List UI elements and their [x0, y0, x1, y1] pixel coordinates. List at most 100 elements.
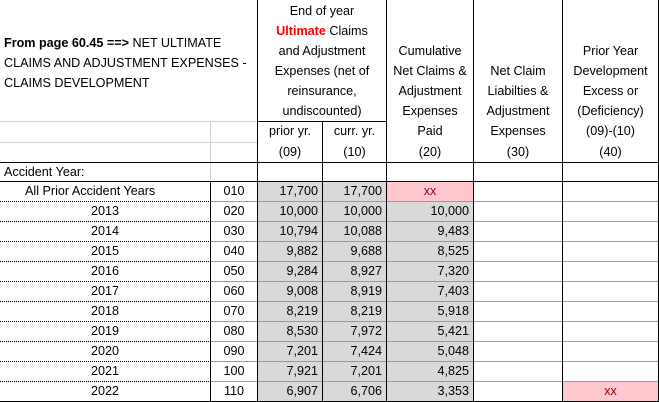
- row-separator: [0, 361, 211, 362]
- net-claim-liabilities: [474, 202, 562, 221]
- grid-line: [210, 342, 211, 362]
- header-net-claim-liabilities: Net Claim Liabilties & Adjustment Expens…: [474, 61, 562, 141]
- code-40: (40): [599, 145, 622, 159]
- net-claim-liabilities: [474, 322, 562, 341]
- row-separator: [211, 201, 659, 202]
- grid-line: [0, 121, 258, 122]
- row-separator: [0, 301, 211, 302]
- subheader-prior-year: prior yr.: [269, 124, 311, 138]
- row-label: 2013: [90, 204, 120, 218]
- prior-year-development: [563, 262, 658, 281]
- current-year-ultimate: 8,219: [323, 302, 386, 321]
- grid-line: [210, 121, 211, 162]
- code-10: (10): [343, 145, 366, 159]
- net-claim-liabilities: [474, 302, 562, 321]
- code-09: (09): [278, 145, 302, 159]
- row-separator: [0, 221, 211, 222]
- cumulative-paid: 5,421: [387, 322, 473, 341]
- row-label: 2017: [90, 284, 120, 298]
- prior-year-development: [563, 222, 658, 241]
- row-separator: [211, 221, 659, 222]
- grid-line: [210, 182, 211, 202]
- net-claim-liabilities: [474, 382, 562, 401]
- row-separator: [0, 341, 211, 342]
- header-col20-l4: Expenses: [402, 104, 458, 118]
- header-col20-l2: Net Claims &: [393, 64, 467, 78]
- cumulative-paid: 5,048: [387, 342, 473, 361]
- line-number: 090: [223, 344, 245, 358]
- header-ultimate-claims: End of year Ultimate Claims and Adjustme…: [258, 1, 386, 121]
- grid-line: [210, 222, 211, 242]
- header-col40-l4: (Deficiency): [577, 104, 644, 118]
- prior-year-ultimate: 7,921: [258, 362, 322, 381]
- header-ultimate-l6: undiscounted): [282, 104, 362, 118]
- column-border: [257, 0, 258, 402]
- header-col30-l1: Net Claim: [490, 64, 546, 78]
- header-col40-l3: Excess or: [582, 84, 639, 98]
- header-ultimate-l2: Ultimate Claims: [276, 24, 368, 38]
- row-label: All Prior Accident Years: [25, 184, 156, 198]
- header-ultimate-l5: reinsurance,: [287, 84, 357, 98]
- prior-year-ultimate: 9,882: [258, 242, 322, 261]
- line-number: 100: [223, 364, 245, 378]
- header-col40-l5: (09)-(10): [586, 124, 635, 138]
- header-ultimate-l4: Expenses (net of: [274, 64, 370, 78]
- grid-line: [210, 242, 211, 262]
- row-label: 2019: [90, 324, 120, 338]
- grid-line: [210, 302, 211, 322]
- current-year-ultimate: 9,688: [323, 242, 386, 261]
- header-col20-l1: Cumulative: [398, 44, 462, 58]
- row-label: 2016: [90, 264, 120, 278]
- row-label: 2018: [90, 304, 120, 318]
- net-claim-liabilities: [474, 342, 562, 361]
- line-number: 060: [223, 284, 245, 298]
- row-separator: [211, 281, 659, 282]
- line-number: 070: [223, 304, 245, 318]
- net-claim-liabilities: [474, 242, 562, 261]
- row-separator: [211, 361, 659, 362]
- row-label: 2021: [90, 364, 120, 378]
- prior-year-ultimate: 6,907: [258, 382, 322, 401]
- prior-year-ultimate: 7,201: [258, 342, 322, 361]
- line-number: 030: [223, 224, 245, 238]
- row-separator: [0, 261, 211, 262]
- row-border: [0, 181, 659, 182]
- row-border: [0, 162, 659, 163]
- header-col40-l2: Development: [573, 64, 648, 78]
- prior-year-ultimate: 9,008: [258, 282, 322, 301]
- current-year-ultimate: 10,000: [323, 202, 386, 221]
- prior-year-development: [563, 362, 658, 381]
- current-year-ultimate: 17,700: [323, 182, 386, 201]
- header-ultimate-l1: End of year: [289, 4, 355, 18]
- net-claim-liabilities: [474, 222, 562, 241]
- column-border: [562, 0, 563, 402]
- row-separator: [0, 201, 211, 202]
- header-ultimate-red-word: Ultimate: [276, 24, 326, 38]
- cumulative-paid: 4,825: [387, 362, 473, 381]
- title-line-1: From page 60.45 ==> NET ULTIMATE: [4, 33, 221, 53]
- grid-line: [210, 382, 211, 402]
- title-page-ref: From page 60.45 ==>: [4, 36, 129, 50]
- net-claim-liabilities: [474, 262, 562, 281]
- cumulative-paid: 7,320: [387, 262, 473, 281]
- column-border: [473, 0, 474, 402]
- row-label: 2015: [90, 244, 120, 258]
- code-30: (30): [506, 145, 530, 159]
- grid-line: [0, 142, 258, 143]
- net-claim-liabilities: [474, 182, 562, 201]
- accident-year-label: Accident Year:: [4, 165, 85, 179]
- row-separator: [211, 241, 659, 242]
- row-label: 2022: [90, 384, 120, 398]
- row-separator: [211, 341, 659, 342]
- header-cumulative-paid: Cumulative Net Claims & Adjustment Expen…: [387, 41, 473, 141]
- current-year-ultimate: 10,088: [323, 222, 386, 241]
- current-year-ultimate: 8,927: [323, 262, 386, 281]
- prior-year-development: [563, 302, 658, 321]
- cumulative-paid: 7,403: [387, 282, 473, 301]
- prior-year-development: xx: [563, 382, 658, 401]
- line-number: 050: [223, 264, 245, 278]
- prior-year-development: [563, 322, 658, 341]
- header-col20-l5: Paid: [417, 124, 443, 138]
- line-number: 020: [223, 204, 245, 218]
